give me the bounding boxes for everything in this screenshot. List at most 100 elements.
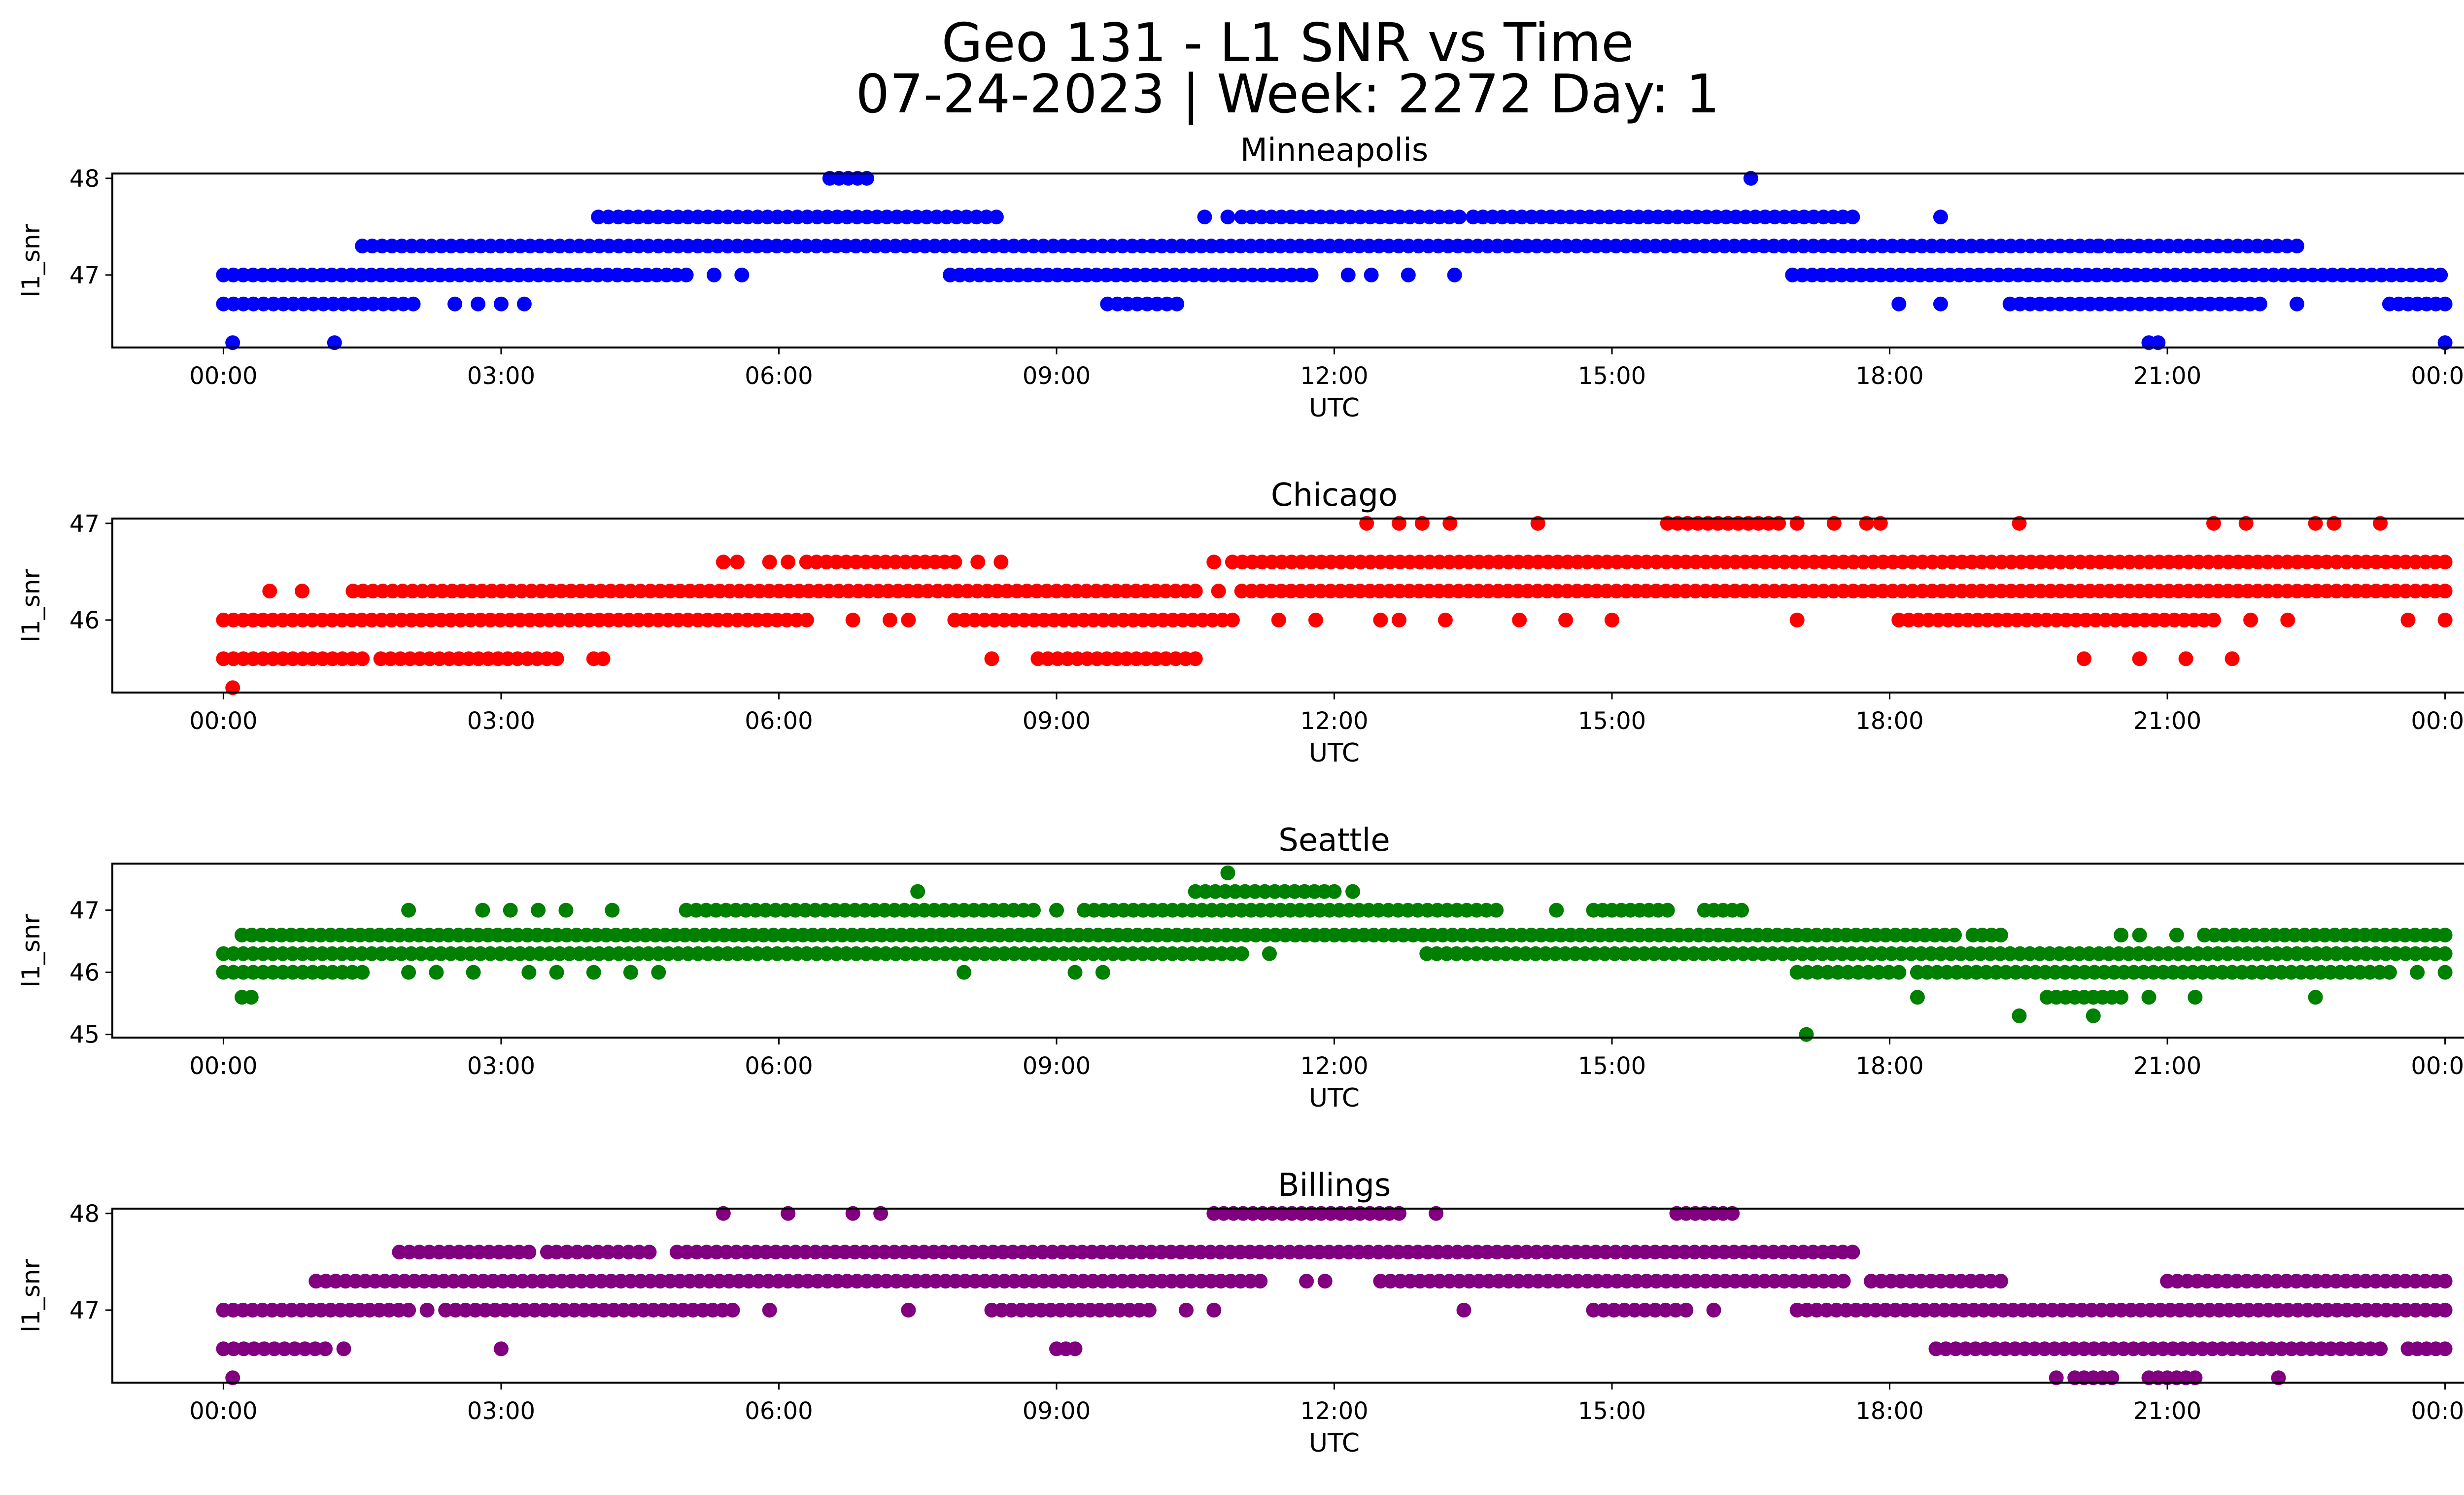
data-point xyxy=(1220,209,1235,225)
data-point xyxy=(1830,965,1846,980)
data-point xyxy=(1392,612,1406,627)
data-point xyxy=(1647,1302,1663,1318)
data-point xyxy=(1392,516,1406,531)
data-point xyxy=(1452,209,1467,225)
data-point xyxy=(781,555,796,570)
data-point xyxy=(2308,990,2323,1005)
data-point xyxy=(521,965,537,980)
data-point xyxy=(558,903,574,918)
data-point xyxy=(1429,1206,1444,1221)
data-point xyxy=(559,1245,575,1260)
data-point xyxy=(216,1341,231,1356)
data-point xyxy=(355,651,370,666)
data-point xyxy=(1617,1302,1632,1318)
data-point xyxy=(1800,965,1815,980)
data-point xyxy=(762,1302,777,1318)
data-point xyxy=(1049,903,1064,918)
data-point xyxy=(1253,1274,1268,1289)
data-points xyxy=(216,171,2453,350)
data-point xyxy=(1891,296,1907,312)
data-point xyxy=(225,1370,240,1386)
data-point xyxy=(2090,239,2106,254)
data-point xyxy=(873,1206,889,1221)
data-point xyxy=(475,903,490,918)
y-axis-label: l1_snr xyxy=(17,569,45,642)
data-point xyxy=(1871,965,1886,980)
data-point xyxy=(1933,296,1948,312)
data-point xyxy=(707,267,721,282)
data-point xyxy=(2327,516,2342,531)
x-tick-label: 18:00 xyxy=(1855,1397,1923,1425)
data-point xyxy=(623,965,638,980)
subplot-title: Billings xyxy=(1278,1167,1391,1204)
x-axis-label: UTC xyxy=(1309,1083,1360,1113)
data-point xyxy=(1308,612,1323,627)
data-point xyxy=(1841,965,1855,980)
data-point xyxy=(1447,267,1462,282)
data-point xyxy=(2206,516,2221,531)
data-point xyxy=(1558,612,1574,627)
x-tick-label: 12:00 xyxy=(1300,707,1368,735)
y-tick-label: 47 xyxy=(69,897,100,925)
x-tick-label: 00:00 xyxy=(189,1397,257,1425)
data-point xyxy=(1401,267,1416,282)
x-tick-label: 12:00 xyxy=(1300,362,1368,390)
x-axis-label: UTC xyxy=(1309,738,1360,768)
x-axis-label: UTC xyxy=(1309,1428,1360,1458)
data-point xyxy=(734,267,750,282)
data-point xyxy=(1836,1274,1851,1289)
data-point xyxy=(1845,209,1860,225)
data-point xyxy=(1549,903,1564,918)
data-point xyxy=(2382,965,2397,980)
y-tick-label: 48 xyxy=(69,1200,100,1228)
data-point xyxy=(466,965,481,980)
x-tick-label: 18:00 xyxy=(1855,707,1923,735)
data-point xyxy=(1188,651,1203,666)
data-point xyxy=(1188,584,1203,599)
x-tick-label: 15:00 xyxy=(1578,1397,1646,1425)
data-point xyxy=(246,1341,262,1356)
y-tick-label: 47 xyxy=(69,1297,100,1324)
data-point xyxy=(2400,612,2416,627)
data-point xyxy=(226,1341,241,1356)
data-point xyxy=(1197,209,1212,225)
data-point xyxy=(267,1341,282,1356)
data-point xyxy=(1859,516,1874,531)
data-point xyxy=(1861,965,1876,980)
data-point xyxy=(327,335,342,350)
data-point xyxy=(1442,516,1458,531)
data-point xyxy=(1095,965,1110,980)
x-tick-label: 12:00 xyxy=(1300,1052,1368,1080)
figure-title-line1: Geo 131 - L1 SNR vs Time xyxy=(941,12,1634,74)
data-point xyxy=(1327,884,1342,899)
data-point xyxy=(1660,516,1675,531)
data-point xyxy=(1873,516,1888,531)
data-point xyxy=(799,612,814,627)
data-point xyxy=(2437,1302,2453,1318)
data-point xyxy=(401,1302,416,1318)
data-point xyxy=(549,965,564,980)
y-tick-label: 46 xyxy=(69,607,100,634)
data-point xyxy=(540,1245,555,1260)
data-point xyxy=(1607,1302,1622,1318)
data-point xyxy=(1262,946,1277,961)
data-point xyxy=(2437,335,2453,350)
data-point xyxy=(1947,928,1962,942)
data-point xyxy=(1789,965,1805,980)
data-points xyxy=(216,1206,2453,1386)
data-point xyxy=(318,1341,333,1356)
x-tick-label: 21:00 xyxy=(2133,1397,2201,1425)
data-point xyxy=(336,1341,351,1356)
data-point xyxy=(1359,516,1374,531)
data-point xyxy=(1725,1206,1740,1221)
data-point xyxy=(401,965,416,980)
data-point xyxy=(2012,1008,2027,1023)
data-point xyxy=(2290,239,2304,254)
data-point xyxy=(679,267,694,282)
data-point xyxy=(1789,612,1805,627)
data-point xyxy=(631,1245,647,1260)
data-point xyxy=(2077,651,2091,666)
data-point xyxy=(1711,516,1726,531)
data-point xyxy=(2290,296,2304,312)
figure-title-line2: 07-24-2023 | Week: 2272 Day: 1 xyxy=(856,64,1720,125)
